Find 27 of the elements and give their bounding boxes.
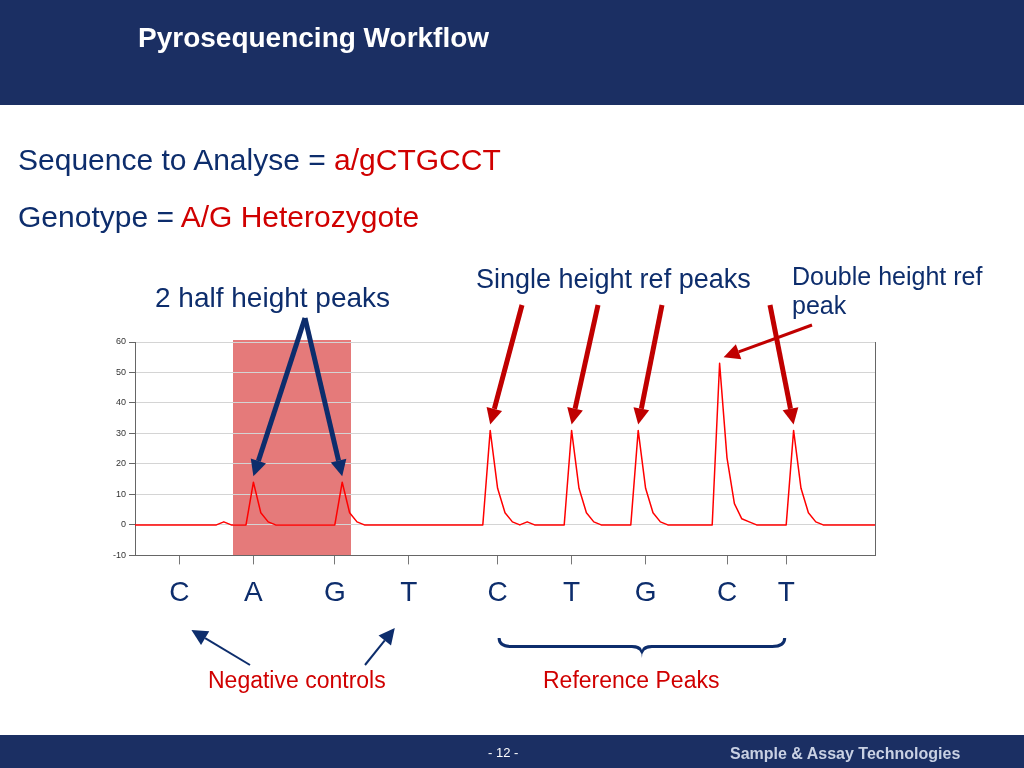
y-tick-label: 0 — [120, 519, 127, 530]
y-tick-label: 30 — [115, 427, 127, 438]
text: Negative controls — [208, 667, 386, 694]
text: Sample & Assay Technologies — [730, 745, 961, 764]
text: 2 half height peaks — [155, 282, 391, 315]
x-tick-label: G — [323, 575, 346, 607]
y-tick-label: 40 — [115, 397, 127, 408]
text: Reference Peaks — [543, 667, 720, 694]
x-tick-label: G — [634, 575, 657, 607]
text: Double height ref peak — [792, 262, 984, 320]
x-tick-label: C — [716, 575, 738, 607]
text: - 12 - — [488, 745, 519, 761]
y-tick-label: 50 — [115, 366, 127, 377]
x-tick-label: T — [563, 575, 581, 607]
x-tick-label: C — [169, 575, 190, 607]
text: Genotype = A/G Heterozygote — [18, 200, 420, 233]
y-tick-label: 20 — [115, 458, 127, 469]
x-tick-label: T — [777, 575, 795, 607]
text: Sequence to Analyse = a/gCTGCCT — [18, 143, 501, 176]
x-tick-label: T — [400, 575, 418, 607]
y-tick-label: 10 — [115, 488, 127, 499]
x-tick-label: C — [487, 575, 508, 607]
y-tick-label: 60 — [115, 336, 127, 347]
chart-title: Pyrosequencing Workflow — [138, 22, 490, 54]
y-tick-label: -10 — [112, 549, 127, 560]
x-tick-label: A — [244, 575, 264, 607]
text: Single height ref peaks — [476, 264, 751, 296]
